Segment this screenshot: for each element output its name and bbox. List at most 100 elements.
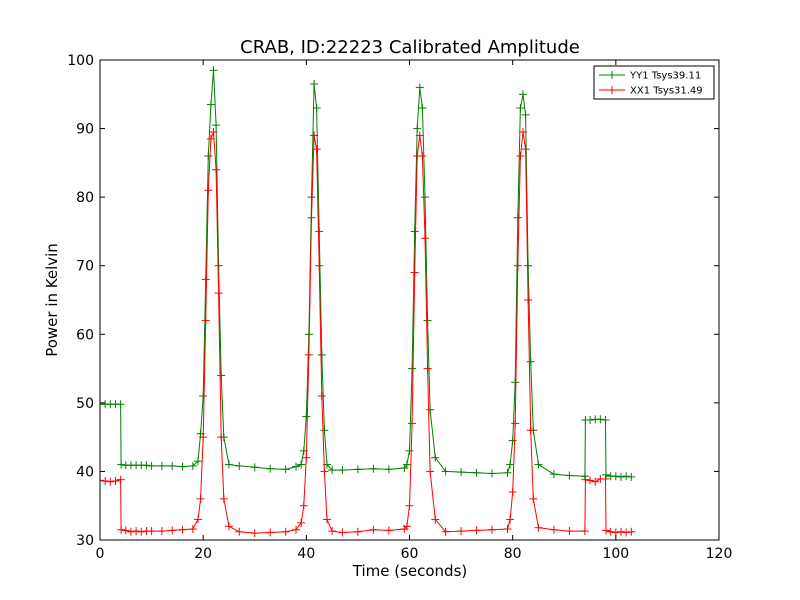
data-point xyxy=(602,526,611,535)
data-point xyxy=(596,415,605,424)
data-point xyxy=(297,518,306,527)
data-point xyxy=(508,488,517,496)
x-tick-label: 20 xyxy=(194,546,212,562)
data-point xyxy=(126,527,135,536)
y-tick-label: 70 xyxy=(76,259,94,275)
data-point xyxy=(217,371,226,380)
data-point xyxy=(235,461,244,470)
data-point xyxy=(299,501,308,510)
data-point xyxy=(506,460,515,469)
x-tick-label: 120 xyxy=(706,546,733,562)
data-point xyxy=(307,213,316,222)
x-tick-label: 0 xyxy=(96,546,105,562)
data-point xyxy=(518,128,527,136)
data-point xyxy=(302,412,311,421)
data-point xyxy=(415,83,424,92)
data-point xyxy=(601,416,610,424)
x-tick-label: 40 xyxy=(297,546,315,562)
data-point xyxy=(312,104,321,112)
data-point xyxy=(524,261,533,270)
data-point xyxy=(188,461,197,470)
data-point xyxy=(516,104,525,112)
x-axis-label: Time (seconds) xyxy=(352,562,468,580)
data-point xyxy=(565,527,574,536)
data-point xyxy=(423,316,432,325)
data-point xyxy=(312,145,321,154)
data-point xyxy=(410,268,419,277)
data-point xyxy=(322,515,331,524)
data-point xyxy=(431,453,440,462)
data-point xyxy=(524,296,533,304)
data-point xyxy=(518,90,527,99)
data-point xyxy=(488,525,497,534)
data-point xyxy=(405,501,414,510)
data-point xyxy=(586,416,595,424)
data-point xyxy=(217,433,226,442)
data-point xyxy=(616,472,625,481)
data-point xyxy=(178,462,187,471)
data-point xyxy=(526,426,535,435)
data-point xyxy=(353,527,362,536)
data-point xyxy=(420,193,429,202)
data-point xyxy=(611,472,620,481)
data-point xyxy=(565,471,574,480)
y-tick-label: 60 xyxy=(76,327,94,343)
data-point xyxy=(304,350,313,359)
data-point xyxy=(199,433,208,442)
data-point xyxy=(106,477,115,486)
data-point xyxy=(511,378,520,387)
data-point xyxy=(281,465,290,474)
y-tick-label: 30 xyxy=(76,533,94,549)
data-point xyxy=(196,494,205,503)
data-point xyxy=(580,527,589,536)
y-axis-label: Power in Kelvin xyxy=(43,243,61,357)
y-tick-label: 100 xyxy=(67,53,94,69)
y-tick-label: 50 xyxy=(76,396,94,412)
data-point xyxy=(292,525,301,534)
data-point xyxy=(549,470,558,479)
legend-box xyxy=(593,65,715,100)
data-point xyxy=(201,316,210,325)
data-point xyxy=(214,261,223,270)
data-point xyxy=(426,467,435,476)
data-point xyxy=(168,526,177,535)
data-point xyxy=(580,472,589,481)
data-point xyxy=(606,527,615,536)
data-point xyxy=(581,475,590,484)
data-point xyxy=(250,463,259,472)
data-point xyxy=(627,527,636,536)
data-point xyxy=(506,515,515,524)
data-point xyxy=(142,461,151,470)
data-point xyxy=(457,468,466,477)
y-tick-label: 90 xyxy=(76,122,94,138)
data-point xyxy=(426,405,435,414)
data-point xyxy=(178,525,187,534)
data-point xyxy=(369,464,378,473)
data-point xyxy=(266,464,275,473)
data-point xyxy=(431,515,440,524)
data-point xyxy=(219,494,228,503)
data-point xyxy=(405,446,414,455)
data-point xyxy=(206,100,215,109)
data-point xyxy=(281,527,290,536)
data-point xyxy=(616,527,625,536)
data-point xyxy=(292,462,301,471)
legend-label: YY1 Tsys39.11 xyxy=(629,71,701,82)
data-point xyxy=(513,261,522,270)
data-point xyxy=(549,525,558,534)
x-tick-label: 100 xyxy=(602,546,629,562)
data-point xyxy=(521,145,530,154)
data-point xyxy=(601,474,610,483)
data-point xyxy=(194,457,203,466)
data-point xyxy=(402,522,411,531)
data-point xyxy=(117,525,126,534)
data-point xyxy=(508,436,517,445)
data-point xyxy=(602,470,611,479)
data-point xyxy=(423,364,432,373)
data-point xyxy=(204,152,213,160)
y-tick-label: 40 xyxy=(76,464,94,480)
data-point xyxy=(418,152,427,160)
data-point xyxy=(384,465,393,474)
